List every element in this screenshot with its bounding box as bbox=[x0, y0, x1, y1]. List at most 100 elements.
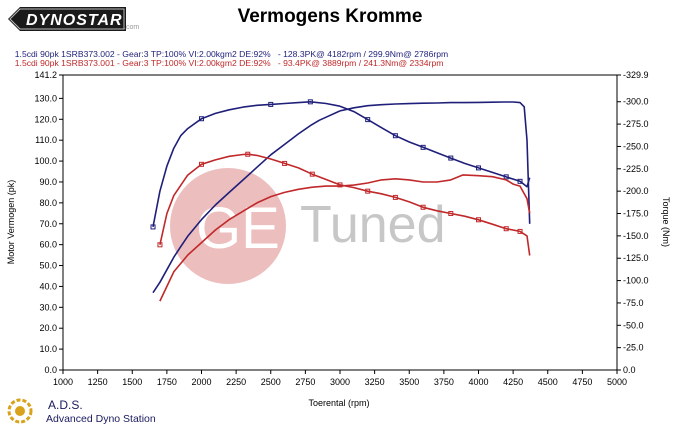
y-left-tick-label: 80.0 bbox=[39, 198, 57, 208]
y-right-tick-label: -200.0 bbox=[623, 186, 649, 196]
y-axis-label-right: Torque (Nm) bbox=[661, 197, 671, 247]
x-tick-label: 1500 bbox=[122, 377, 142, 387]
x-tick-label: 2500 bbox=[261, 377, 281, 387]
footer-title: A.D.S. bbox=[48, 398, 83, 412]
y-left-tick-label: 10.0 bbox=[39, 344, 57, 354]
run-label: 1.5cdi 90pk 1SRB373.001 - Gear:3 TP:100%… bbox=[14, 58, 271, 68]
series-1-torque-marker bbox=[199, 161, 204, 167]
series-1-torque-marker bbox=[337, 182, 343, 188]
series-1-torque-marker bbox=[392, 194, 398, 200]
x-tick-label: 3250 bbox=[365, 377, 385, 387]
series-0-torque-marker bbox=[365, 117, 371, 123]
y-right-tick-label: -100.0 bbox=[623, 276, 649, 286]
run-label: 1.5cdi 90pk 1SRB373.002 - Gear:3 TP:100%… bbox=[14, 49, 271, 59]
y-right-tick-label: 0.0 bbox=[623, 365, 636, 375]
y-right-tick-label: -150.0 bbox=[623, 231, 649, 241]
x-tick-label: 4500 bbox=[538, 377, 558, 387]
watermark-text: Tuned bbox=[300, 196, 446, 254]
y-axis-left: 0.0 10.0 20.0 30.0 40.0 50.0 60.0 70.0 80.0 90.0 1… bbox=[34, 70, 63, 375]
x-tick-label: 1250 bbox=[88, 377, 108, 387]
series-1-torque-marker bbox=[245, 151, 251, 157]
brand-suffix: .com bbox=[124, 24, 140, 31]
y-left-tick-label: 141.2 bbox=[34, 70, 57, 80]
x-tick-label: 3000 bbox=[330, 377, 350, 387]
series-0-torque-marker bbox=[307, 99, 313, 105]
x-tick-label: 1750 bbox=[157, 377, 177, 387]
y-axis-label-left: Motor Vermogen (pk) bbox=[6, 180, 16, 265]
y-right-tick-label: -50.0 bbox=[623, 320, 644, 330]
brand-logo-text: DYNOSTAR bbox=[26, 12, 123, 29]
x-tick-label: 3500 bbox=[399, 377, 419, 387]
series-0-torque-line bbox=[339, 105, 531, 188]
series-0-torque-marker bbox=[150, 224, 156, 230]
series-0-torque-marker bbox=[199, 116, 204, 122]
x-tick-label: 2750 bbox=[295, 377, 315, 387]
x-tick-label: 2250 bbox=[226, 377, 246, 387]
series-1-torque-marker bbox=[503, 226, 509, 232]
x-tick-label: 2000 bbox=[191, 377, 211, 387]
watermark-prefix: GE bbox=[196, 196, 280, 261]
x-tick-label: 4000 bbox=[468, 377, 488, 387]
series-1-torque-marker bbox=[448, 211, 454, 217]
x-axis-label: Toerental (rpm) bbox=[308, 398, 369, 408]
series-0-torque-marker bbox=[503, 174, 509, 180]
y-left-tick-label: 30.0 bbox=[39, 302, 57, 312]
x-tick-label: 5000 bbox=[607, 377, 627, 387]
series-0-power-line bbox=[339, 101, 531, 224]
y-left-tick-label: 100.0 bbox=[34, 156, 57, 166]
y-left-tick-label: 90.0 bbox=[39, 177, 57, 187]
y-right-tick-label: -125.0 bbox=[623, 253, 649, 263]
y-left-tick-label: 0.0 bbox=[44, 365, 57, 375]
series-0-torque-marker bbox=[476, 165, 481, 171]
y-right-tick-label: -25.0 bbox=[623, 343, 644, 353]
series-0-torque-marker bbox=[392, 133, 398, 139]
y-left-tick-label: 120.0 bbox=[34, 114, 57, 124]
y-left-tick-label: 130.0 bbox=[34, 93, 57, 103]
series-1-torque-marker bbox=[517, 228, 523, 234]
series-layer bbox=[150, 99, 531, 302]
run-summary: - 93.4PK@ 3889rpm / 241.3Nm@ 2334rpm bbox=[277, 58, 444, 68]
x-tick-label: 4250 bbox=[503, 377, 523, 387]
y-right-tick-label: -329.9 bbox=[623, 70, 649, 80]
x-tick-label: 3750 bbox=[434, 377, 454, 387]
ads-logo-icon bbox=[7, 398, 33, 424]
series-0-torque-marker bbox=[448, 155, 454, 161]
series-0-torque-marker bbox=[420, 144, 426, 150]
run-legend-1: 1.5cdi 90pk 1SRB373.002 - Gear:3 TP:100%… bbox=[10, 39, 448, 59]
run-legend-2: 1.5cdi 90pk 1SRB373.001 - Gear:3 TP:100%… bbox=[10, 48, 444, 68]
y-right-tick-label: -225.0 bbox=[623, 164, 649, 174]
series-1-torque-marker bbox=[476, 217, 481, 223]
y-right-tick-label: -75.0 bbox=[623, 298, 644, 308]
y-right-tick-label: -250.0 bbox=[623, 141, 649, 151]
dynostar-logo: DYNOSTAR bbox=[8, 7, 126, 31]
footer-subtitle: Advanced Dyno Station bbox=[46, 413, 156, 425]
series-0-torque-line bbox=[152, 101, 341, 228]
series-0-power-line bbox=[152, 110, 341, 294]
x-tick-label: 1000 bbox=[53, 377, 73, 387]
y-left-tick-label: 20.0 bbox=[39, 323, 57, 333]
x-axis: 1000 1250 1500 1750 2000 2250 2500 2750 3000 3250… bbox=[53, 370, 627, 387]
y-left-tick-label: 110.0 bbox=[35, 135, 57, 145]
page-title: Vermogens Kromme bbox=[237, 6, 423, 27]
y-right-tick-label: -275.0 bbox=[623, 119, 649, 129]
series-1-torque-marker bbox=[309, 171, 315, 177]
y-left-tick-label: 40.0 bbox=[39, 281, 57, 291]
watermark: GE Tuned bbox=[170, 168, 446, 284]
y-left-tick-label: 50.0 bbox=[39, 261, 57, 271]
series-1-torque-marker bbox=[157, 242, 163, 248]
y-right-tick-label: -300.0 bbox=[623, 97, 649, 107]
series-1-torque-marker bbox=[282, 160, 288, 166]
series-1-power-line bbox=[159, 174, 531, 302]
series-0-torque-marker bbox=[268, 101, 274, 107]
series-1-torque-line bbox=[159, 153, 531, 256]
y-axis-right: 0.0 -25.0 -50.0 -75.0 -100.0 -125.0 -150.0 -175… bbox=[617, 70, 649, 375]
series-1-torque-marker bbox=[420, 204, 426, 210]
y-right-tick-label: -175.0 bbox=[623, 209, 649, 219]
y-left-tick-label: 70.0 bbox=[39, 219, 57, 229]
y-left-tick-label: 60.0 bbox=[39, 240, 57, 250]
series-0-torque-marker bbox=[517, 178, 523, 184]
run-summary: - 128.3PK@ 4182rpm / 299.9Nm@ 2786rpm bbox=[277, 49, 449, 59]
series-1-torque-marker bbox=[365, 188, 371, 194]
x-tick-label: 4750 bbox=[572, 377, 592, 387]
